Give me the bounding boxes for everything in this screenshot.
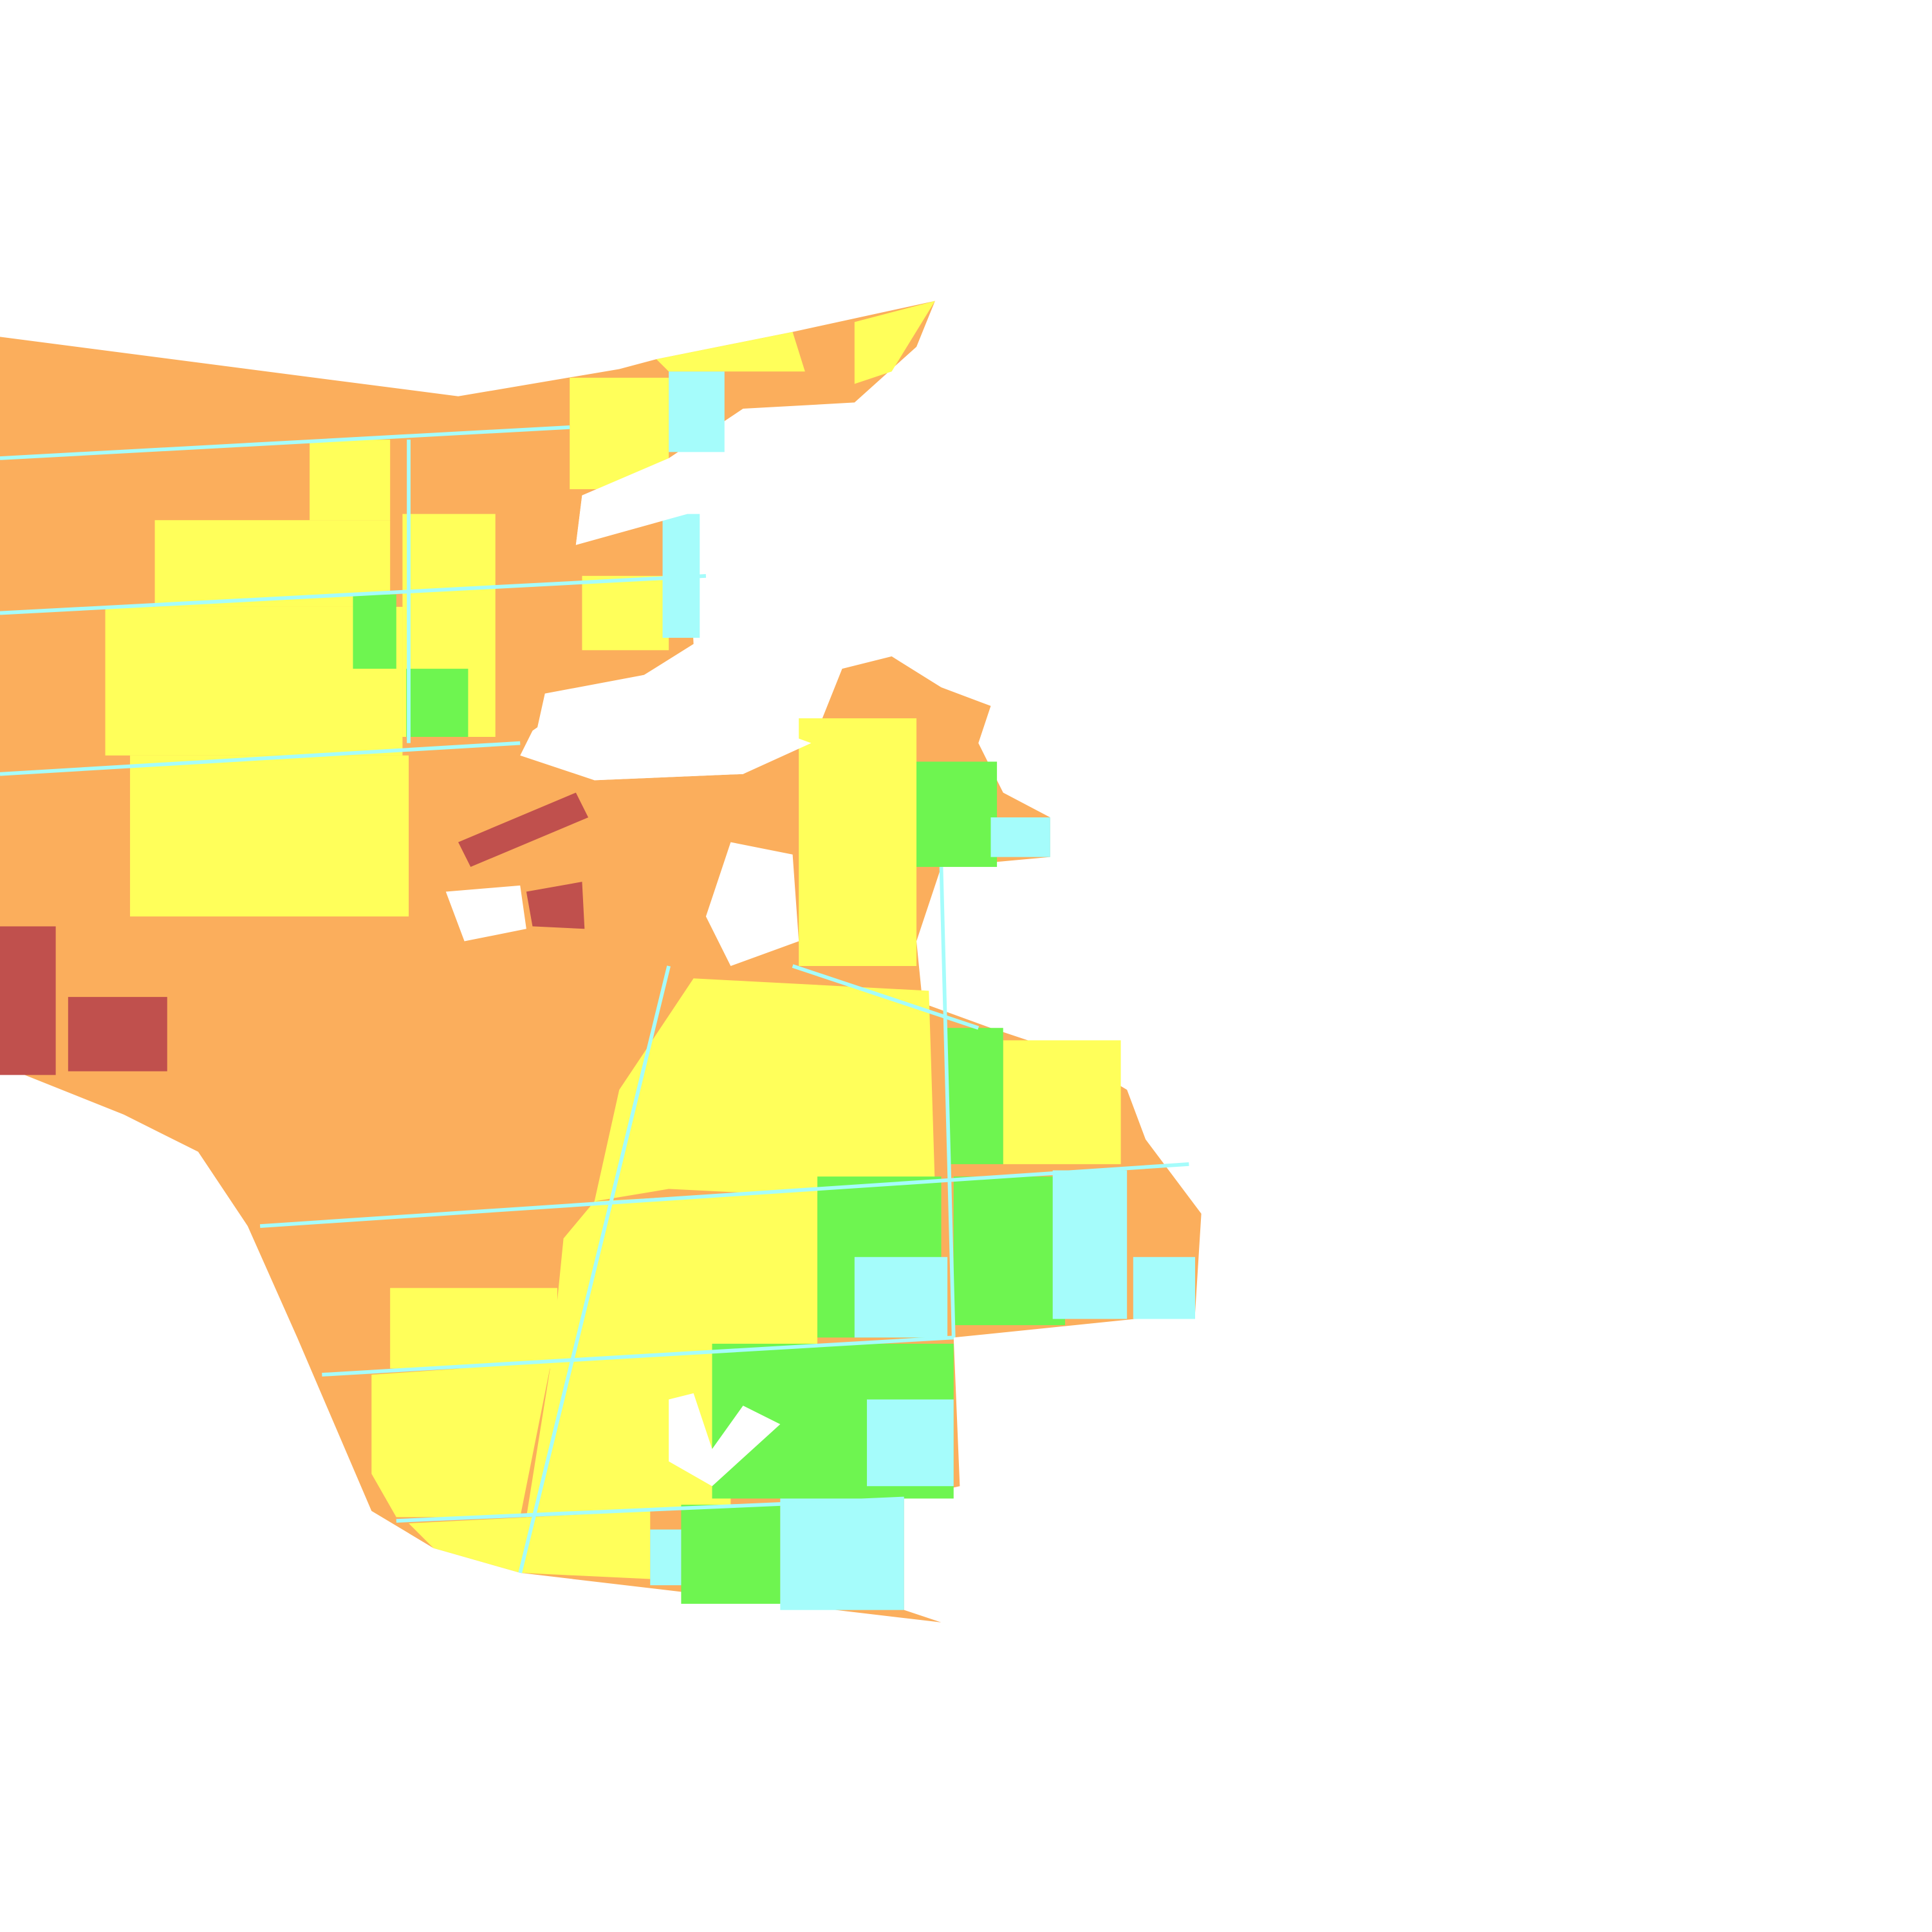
area-dark-red: [458, 792, 589, 868]
field-green: [916, 761, 998, 868]
field-yellow: [854, 301, 935, 384]
road: [0, 741, 521, 776]
water-bodies: [445, 458, 812, 1487]
road: [792, 964, 980, 1030]
field-green: [681, 1505, 781, 1604]
lake: [705, 842, 799, 966]
road: [396, 1496, 904, 1523]
field-yellow: [582, 575, 669, 651]
lake: [445, 885, 526, 942]
field-cyan: [1052, 1170, 1128, 1319]
field-yellow: [526, 1350, 731, 1518]
dark-red-areas: [0, 792, 589, 1075]
field-yellow: [1003, 1040, 1121, 1164]
field-green: [947, 1028, 1003, 1164]
field-cyan: [990, 817, 1050, 857]
road: [0, 425, 570, 460]
field-yellow: [656, 331, 805, 372]
road: [518, 965, 671, 1574]
field-yellow: [390, 1288, 557, 1369]
field-cyan: [867, 1399, 954, 1487]
roads: [0, 425, 1189, 1574]
field-green: [353, 594, 396, 669]
field-green: [953, 1176, 1065, 1326]
field-yellow: [409, 1510, 651, 1579]
field-yellow: [310, 440, 391, 521]
field-cyan: [650, 1529, 682, 1586]
field-cyan: [854, 1257, 948, 1338]
field-yellow: [594, 978, 935, 1202]
field-green: [406, 669, 469, 737]
lake: [575, 458, 688, 545]
field-yellow: [551, 1189, 818, 1362]
area-dark-red: [526, 882, 585, 929]
area-dark-red: [0, 926, 56, 1075]
cyan-fields: [650, 371, 1196, 1610]
area-dark-red: [68, 997, 167, 1072]
field-yellow: [799, 718, 917, 966]
road: [939, 866, 956, 1338]
field-cyan: [669, 371, 725, 452]
field-cyan: [1133, 1257, 1196, 1319]
road: [322, 1335, 954, 1377]
field-yellow: [371, 1362, 552, 1518]
field-yellow: [154, 520, 391, 607]
road: [259, 1162, 1189, 1228]
field-yellow: [130, 755, 409, 917]
lake: [532, 674, 812, 781]
lake: [669, 1393, 781, 1487]
road: [0, 573, 707, 615]
field-cyan: [780, 1498, 904, 1610]
